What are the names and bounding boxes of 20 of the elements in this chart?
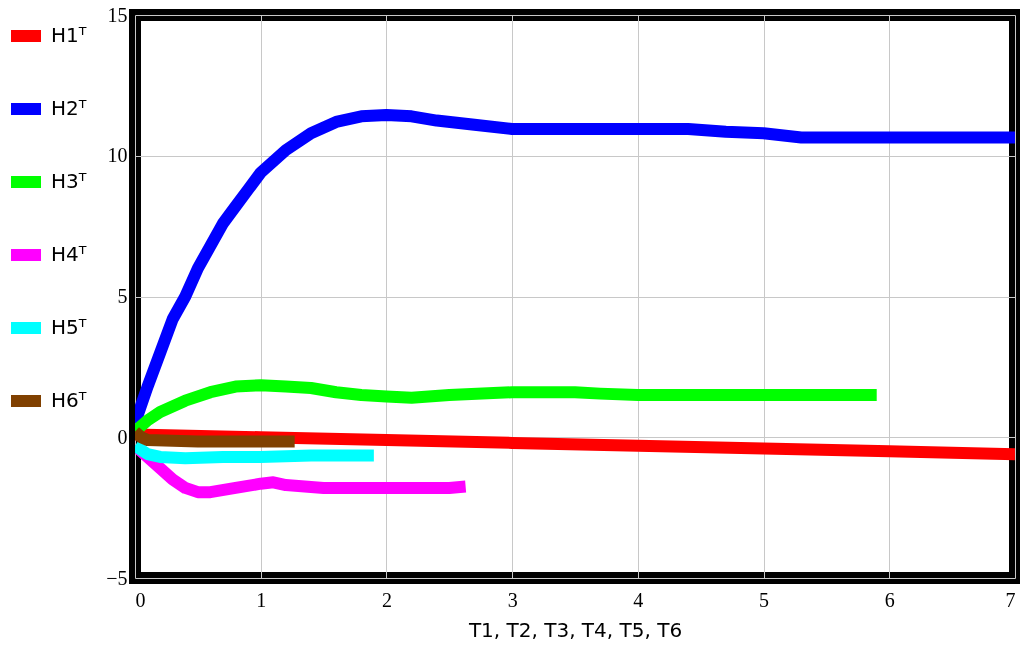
y-tick-label: 15 bbox=[107, 3, 128, 26]
x-tick-label: 1 bbox=[256, 588, 267, 611]
x-tick-label: 4 bbox=[633, 588, 644, 611]
x-tick-label: 0 bbox=[135, 588, 146, 611]
x-tick-label: 6 bbox=[884, 588, 895, 611]
y-tick-label: 5 bbox=[117, 285, 128, 307]
y-tick-label: −5 bbox=[106, 566, 128, 589]
legend-label: H3ᵀ bbox=[51, 169, 87, 193]
x-tick-label: 5 bbox=[759, 588, 770, 611]
legend-label: H2ᵀ bbox=[51, 96, 87, 120]
x-tick-label: 7 bbox=[1005, 588, 1016, 611]
y-tick-label: 10 bbox=[107, 144, 128, 167]
x-tick-label: 2 bbox=[381, 588, 392, 611]
y-tick-label: 0 bbox=[117, 425, 128, 448]
legend-label: H6ᵀ bbox=[51, 388, 87, 412]
legend-label: H1ᵀ bbox=[51, 23, 87, 47]
x-axis-title: T1, T2, T3, T4, T5, T6 bbox=[467, 617, 683, 642]
x-tick-label: 3 bbox=[507, 588, 518, 611]
legend-label: H5ᵀ bbox=[51, 315, 87, 339]
legend-label: H4ᵀ bbox=[51, 242, 87, 266]
